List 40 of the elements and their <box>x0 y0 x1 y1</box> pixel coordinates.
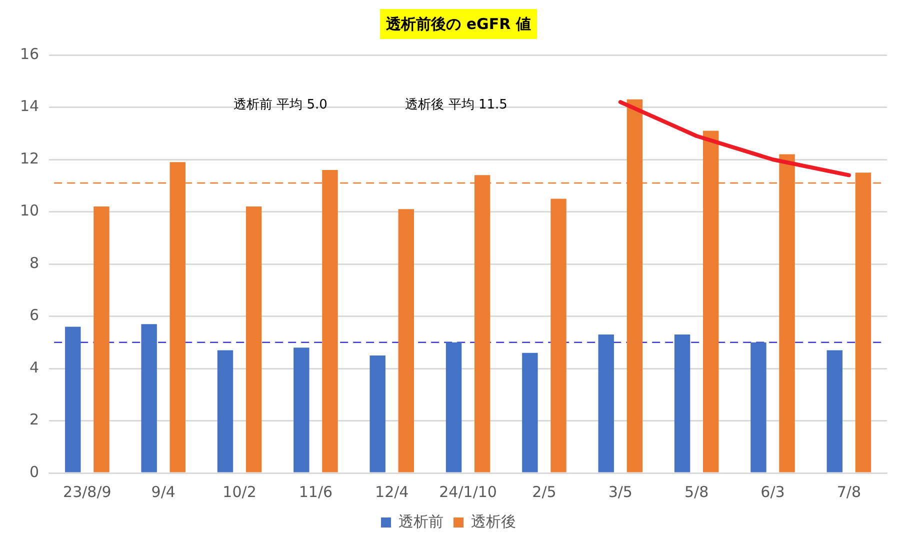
bar <box>750 342 766 472</box>
bar <box>65 326 81 472</box>
legend-label: 透析後 <box>471 512 516 530</box>
x-tick-label: 5/8 <box>684 482 709 501</box>
x-tick-label: 23/8/9 <box>63 482 112 501</box>
x-tick-label: 2/5 <box>532 482 556 501</box>
annotation: 透析後 平均 11.5 <box>405 98 508 113</box>
y-tick-label: 0 <box>30 462 40 481</box>
x-tick-label: 9/4 <box>151 482 176 501</box>
bar <box>141 324 157 472</box>
y-tick-label: 6 <box>30 306 40 324</box>
bar <box>217 350 234 472</box>
bar <box>246 206 262 472</box>
bar <box>522 352 538 472</box>
bar <box>94 206 110 472</box>
bar <box>370 355 386 472</box>
y-tick-label: 8 <box>30 254 40 272</box>
bar <box>550 198 566 472</box>
bar <box>826 350 842 472</box>
x-tick-label: 3/5 <box>608 482 632 501</box>
chart-title: 透析前後の eGFR 値 <box>380 9 537 39</box>
y-tick-label: 14 <box>20 97 40 116</box>
x-tick-label: 12/4 <box>375 482 409 501</box>
x-tick-label: 10/2 <box>222 482 256 501</box>
bar <box>398 209 414 472</box>
x-tick-label: 7/8 <box>836 482 861 501</box>
bar <box>446 342 462 472</box>
x-tick-label: 24/1/10 <box>439 482 497 501</box>
x-tick-label: 6/3 <box>760 482 785 501</box>
y-tick-label: 4 <box>30 358 40 376</box>
bar <box>674 334 690 472</box>
bar <box>294 348 310 472</box>
y-tick-label: 12 <box>20 149 40 168</box>
y-tick-label: 16 <box>20 44 40 63</box>
annotation: 透析前 平均 5.0 <box>233 98 328 113</box>
bar <box>598 334 614 472</box>
legend-label: 透析前 <box>398 512 444 530</box>
y-tick-label: 2 <box>30 410 40 429</box>
y-tick-label: 10 <box>20 202 40 220</box>
x-tick-label: 11/6 <box>298 482 333 501</box>
